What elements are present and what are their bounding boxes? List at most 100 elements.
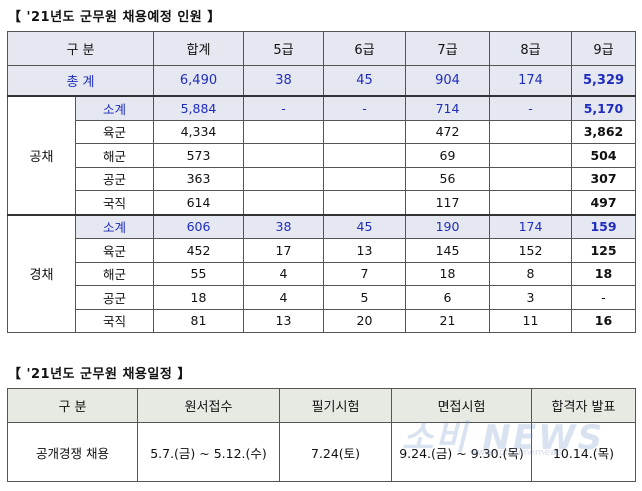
table-row: 국직 81 13 20 21 11 16 (8, 308, 636, 333)
header-grade5: 5급 (243, 31, 324, 66)
cell-g9: 497 (571, 190, 636, 215)
row-label: 공군 (75, 285, 154, 310)
cell-g6: 45 (323, 214, 406, 239)
cell-g7: 56 (405, 166, 490, 191)
cell-g6: 7 (323, 261, 406, 286)
cell-total: 363 (153, 166, 244, 191)
cell-g5: 17 (243, 238, 324, 263)
table-row: 육군 4,334 472 3,862 (8, 119, 636, 144)
group-career-label: 경채 (7, 214, 76, 333)
cell-total: 606 (153, 214, 244, 239)
watermark-logo: 소비 NEWS (402, 418, 605, 458)
schedule-row: 공개경쟁 채용 5.7.(금) ~ 5.12.(수) 7.24(토) 9.24.… (7, 422, 636, 482)
cell-g9: 307 (571, 166, 636, 191)
schedule-interview: 9.24.(금) ~ 9.30.(목) (391, 422, 532, 482)
table-row: 공군 363 56 307 (8, 166, 636, 191)
cell-g7: 6 (405, 285, 490, 310)
cell-total: 55 (153, 261, 244, 286)
watermark-url: www.consumernews... (470, 448, 571, 458)
cell-g8: 152 (489, 238, 572, 263)
cell-g8 (489, 190, 572, 215)
cell-g9: - (571, 285, 636, 310)
header-grade6: 6급 (323, 31, 406, 66)
cell-total: 4,334 (153, 119, 244, 144)
cell-total: 573 (153, 143, 244, 168)
header-category: 구 분 (7, 31, 154, 66)
schedule-header-result: 합격자 발표 (531, 388, 636, 423)
cell-g9: 3,862 (571, 119, 636, 144)
cell-g8: 8 (489, 261, 572, 286)
cell-g9: 504 (571, 143, 636, 168)
recruitment-schedule-table: 구 분 원서접수 필기시험 면접시험 합격자 발표 공개경쟁 채용 5.7.(금… (7, 388, 636, 482)
header-total: 합계 (153, 31, 244, 66)
cell-g5: 4 (243, 261, 324, 286)
row-label: 소계 (75, 214, 154, 239)
table-row: 공채 소계 5,884 - - 714 - 5,170 (7, 95, 636, 215)
cell-g5 (243, 119, 324, 144)
row-label: 국직 (75, 308, 154, 333)
cell-g6: 20 (323, 308, 406, 333)
grand-total-g6: 45 (323, 65, 406, 97)
table-row: 국직 614 117 497 (7, 190, 636, 215)
group-open-label: 공채 (7, 95, 76, 215)
row-label: 육군 (75, 119, 154, 144)
cell-total: 18 (153, 285, 244, 310)
grand-total-g8: 174 (489, 65, 572, 97)
header-grade8: 8급 (489, 31, 572, 66)
cell-total: 81 (153, 308, 244, 333)
grand-total-g9: 5,329 (571, 65, 636, 97)
cell-g8: 11 (489, 308, 572, 333)
cell-g8: 174 (489, 214, 572, 239)
cell-g5 (243, 190, 324, 215)
schedule-header-interview: 면접시험 (391, 388, 532, 423)
table-row: 공군 18 4 5 6 3 - (8, 285, 636, 310)
table-row: 해군 55 4 7 18 8 18 (8, 261, 636, 286)
cell-g8: - (489, 95, 572, 121)
cell-g6: - (323, 95, 406, 121)
cell-g8 (489, 119, 572, 144)
cell-g6 (323, 119, 406, 144)
recruitment-numbers-table: 구 분 합계 5급 6급 7급 8급 9급 총 계 6,490 38 45 90… (7, 31, 636, 333)
cell-g6: 5 (323, 285, 406, 310)
cell-total: 452 (153, 238, 244, 263)
table-header-row: 구 분 합계 5급 6급 7급 8급 9급 (7, 31, 636, 66)
heading-recruitment-schedule: 【 '21년도 군무원 채용일정 】 (8, 367, 191, 382)
grand-total-g7: 904 (405, 65, 490, 97)
cell-g7: 472 (405, 119, 490, 144)
cell-g7: 190 (405, 214, 490, 239)
grand-total-label: 총 계 (7, 65, 154, 97)
cell-g9: 16 (571, 308, 636, 333)
cell-g6 (323, 166, 406, 191)
heading-recruitment-numbers: 【 '21년도 군무원 채용예정 인원 】 (8, 10, 221, 25)
schedule-header-written: 필기시험 (279, 388, 392, 423)
cell-g5: 4 (243, 285, 324, 310)
cell-g7: 18 (405, 261, 490, 286)
cell-g8 (489, 143, 572, 168)
cell-g7: 714 (405, 95, 490, 121)
table-row: 경채 소계 606 38 45 190 174 159 (7, 214, 636, 333)
cell-g7: 117 (405, 190, 490, 215)
cell-g5 (243, 166, 324, 191)
grand-total-g5: 38 (243, 65, 324, 97)
row-label: 해군 (75, 261, 154, 286)
cell-g9: 18 (571, 261, 636, 286)
cell-total: 614 (153, 190, 244, 215)
cell-g8 (489, 166, 572, 191)
cell-g7: 69 (405, 143, 490, 168)
table-row: 육군 452 17 13 145 152 125 (8, 238, 636, 263)
cell-g5 (243, 143, 324, 168)
row-label: 국직 (75, 190, 154, 215)
cell-g6 (323, 143, 406, 168)
cell-g8: 3 (489, 285, 572, 310)
grand-total-row: 총 계 6,490 38 45 904 174 5,329 (7, 65, 636, 97)
cell-g9: 159 (571, 214, 636, 239)
schedule-apply: 5.7.(금) ~ 5.12.(수) (137, 422, 280, 482)
schedule-header-row: 구 분 원서접수 필기시험 면접시험 합격자 발표 (7, 388, 636, 423)
cell-g5: - (243, 95, 324, 121)
table-row: 해군 573 69 504 (8, 143, 636, 168)
header-grade9: 9급 (571, 31, 636, 66)
cell-total: 5,884 (153, 95, 244, 121)
cell-g7: 145 (405, 238, 490, 263)
schedule-result: 10.14.(목) (531, 422, 636, 482)
cell-g5: 13 (243, 308, 324, 333)
